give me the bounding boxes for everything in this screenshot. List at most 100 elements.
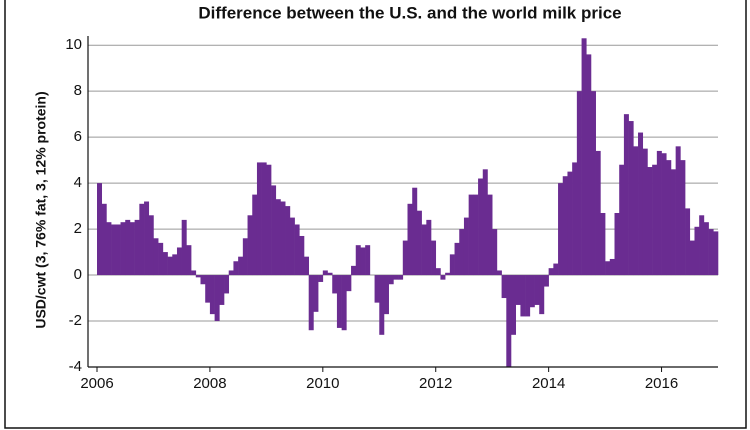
- bar: [689, 240, 695, 276]
- bar: [191, 270, 197, 276]
- bar: [355, 245, 361, 276]
- bar: [186, 245, 192, 276]
- bar: [515, 275, 521, 305]
- x-tick-label: 2016: [645, 375, 678, 392]
- x-tick-label: 2006: [80, 375, 113, 392]
- bar: [459, 229, 465, 276]
- bar: [101, 203, 107, 276]
- bar: [209, 275, 215, 315]
- bar: [313, 275, 319, 312]
- y-axis-label: USD/cwt (3, 76% fat, 3, 12% protein): [33, 91, 49, 328]
- bar: [111, 224, 117, 276]
- bar: [675, 146, 681, 276]
- bar: [393, 275, 399, 280]
- bar: [228, 270, 234, 276]
- bar: [553, 263, 559, 276]
- y-tick-label: 8: [74, 82, 82, 99]
- bar: [473, 194, 479, 276]
- bar: [271, 185, 277, 276]
- bar: [590, 91, 596, 276]
- x-tick-label: 2014: [532, 375, 565, 392]
- y-tick-label: 0: [74, 266, 82, 283]
- bar: [162, 252, 168, 276]
- bar: [529, 275, 535, 308]
- bar: [224, 275, 230, 294]
- bar: [619, 164, 625, 276]
- y-tick-label: 10: [65, 36, 82, 53]
- bar: [445, 272, 451, 276]
- bar: [543, 275, 549, 287]
- bar: [120, 222, 126, 276]
- bar: [134, 219, 140, 276]
- bar: [379, 275, 385, 335]
- bar: [181, 219, 187, 276]
- bar: [242, 238, 248, 276]
- bar: [416, 210, 422, 276]
- bar: [106, 222, 112, 276]
- bar: [534, 275, 540, 305]
- bar: [238, 256, 244, 276]
- bar: [440, 275, 446, 280]
- bar: [572, 162, 578, 276]
- bar: [656, 150, 662, 276]
- bar: [609, 258, 615, 276]
- frame: [4, 0, 747, 429]
- bar: [153, 238, 159, 276]
- bar: [252, 194, 258, 276]
- bar: [708, 229, 714, 276]
- bar: [336, 275, 342, 328]
- bar: [506, 275, 512, 367]
- y-tick-label: 4: [74, 174, 82, 191]
- bar: [341, 275, 347, 331]
- bar: [294, 224, 300, 276]
- bar: [299, 235, 305, 276]
- bar: [520, 275, 526, 317]
- bar: [346, 275, 352, 292]
- bar: [388, 275, 394, 285]
- bar: [562, 176, 568, 276]
- bar: [261, 162, 267, 276]
- bar: [647, 167, 653, 276]
- bar: [633, 146, 639, 276]
- bar: [468, 194, 474, 276]
- bar: [398, 275, 404, 280]
- bar: [482, 169, 488, 276]
- bar: [713, 231, 719, 276]
- bar: [167, 256, 173, 276]
- bar: [322, 270, 328, 276]
- bar: [581, 38, 587, 276]
- bar: [605, 261, 611, 276]
- bar: [318, 275, 324, 282]
- bar: [576, 91, 582, 276]
- bar: [586, 54, 592, 276]
- bar: [172, 254, 178, 276]
- bar: [487, 194, 493, 276]
- bar: [600, 212, 606, 276]
- bar: [148, 215, 154, 276]
- bar: [661, 153, 667, 276]
- chart-title: Difference between the U.S. and the worl…: [198, 3, 621, 22]
- bar: [304, 256, 310, 276]
- bar: [374, 275, 380, 303]
- bar: [628, 121, 634, 276]
- bar: [548, 268, 554, 276]
- bar: [496, 270, 502, 276]
- bar: [200, 275, 206, 285]
- bar: [205, 275, 211, 303]
- bar: [97, 183, 103, 276]
- bar: [256, 162, 262, 276]
- bar: [360, 247, 366, 276]
- bar: [426, 219, 432, 276]
- bar: [412, 187, 418, 276]
- bar: [125, 219, 131, 276]
- bar: [699, 215, 705, 276]
- bar: [614, 212, 620, 276]
- x-tick-label: 2012: [419, 375, 452, 392]
- bar: [144, 201, 150, 276]
- bar: [435, 268, 441, 276]
- x-tick-label: 2008: [193, 375, 226, 392]
- bar: [195, 275, 201, 278]
- bar: [219, 275, 225, 305]
- bar: [501, 275, 507, 299]
- y-tick-label: -4: [69, 358, 82, 375]
